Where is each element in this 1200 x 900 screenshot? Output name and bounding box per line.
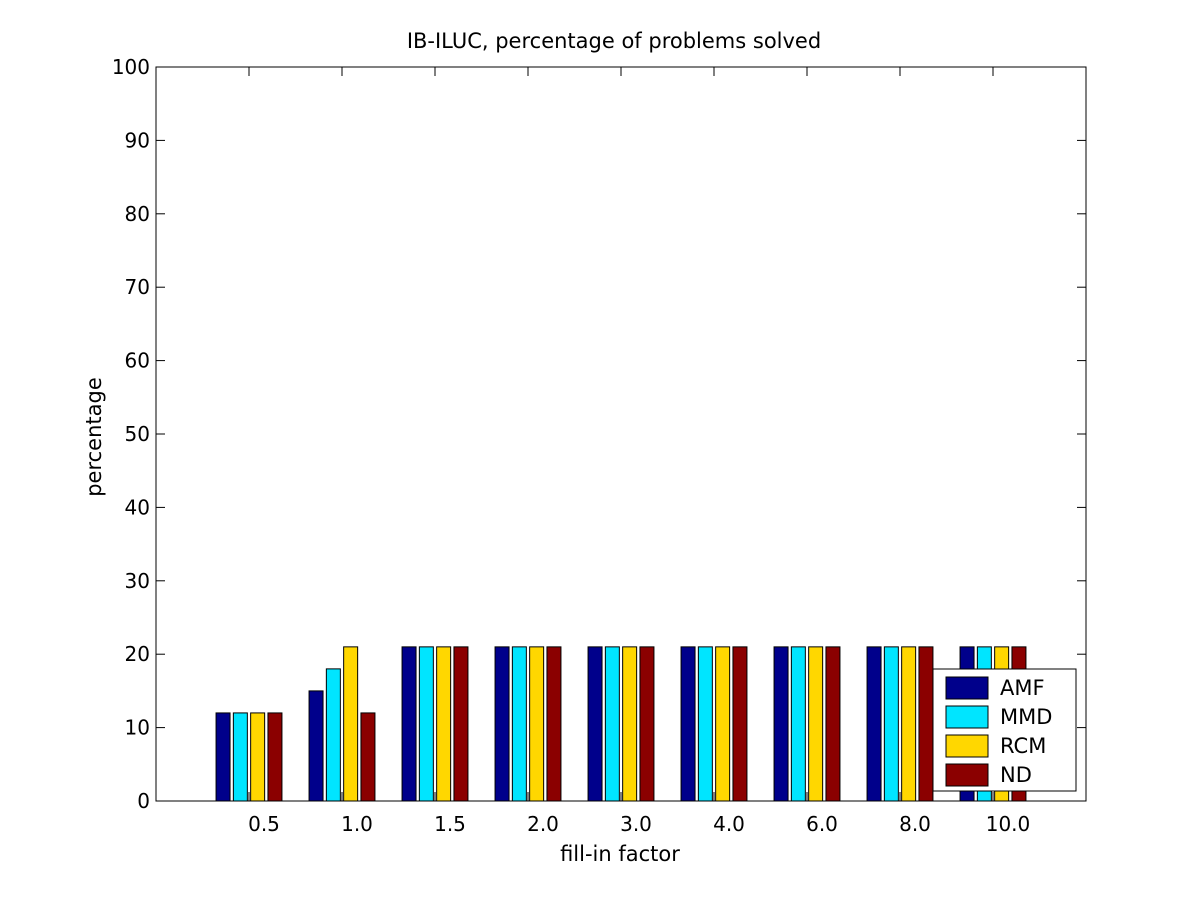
bar-mmd: [790, 646, 806, 802]
bar-rcm: [808, 646, 824, 802]
x-tick-label: 3.0: [620, 812, 652, 836]
bar-nd: [732, 646, 748, 802]
y-tick-label: 0: [137, 789, 150, 813]
x-tick-label: 10.0: [986, 812, 1031, 836]
legend-swatch-mmd: [945, 705, 989, 729]
bar-amf: [401, 646, 417, 802]
bar-rcm: [343, 646, 359, 802]
legend-label-rcm: RCM: [1000, 734, 1046, 758]
x-tick-label: 1.0: [341, 812, 373, 836]
y-tick-label: 30: [125, 569, 150, 593]
bar-nd: [360, 712, 376, 802]
bar-rcm: [622, 646, 638, 802]
bar-rcm: [436, 646, 452, 802]
bar-nd: [825, 646, 841, 802]
bar-mmd: [883, 646, 899, 802]
bar-rcm: [250, 712, 266, 802]
y-tick-label: 40: [125, 495, 150, 519]
x-axis-label: fill-in factor: [560, 842, 680, 866]
y-tick-label: 90: [125, 128, 150, 152]
legend-swatch-nd: [945, 763, 989, 787]
bar-mmd: [511, 646, 527, 802]
x-tick-label: 4.0: [713, 812, 745, 836]
bar-amf: [587, 646, 603, 802]
bar-nd: [453, 646, 469, 802]
y-tick-label: 70: [125, 275, 150, 299]
chart-title: IB-ILUC, percentage of problems solved: [407, 29, 821, 53]
bar-rcm: [529, 646, 545, 802]
bar-mmd: [418, 646, 434, 802]
y-tick-label: 50: [125, 422, 150, 446]
bar-amf: [215, 712, 231, 802]
bar-nd: [639, 646, 655, 802]
bar-amf: [680, 646, 696, 802]
bar-mmd: [697, 646, 713, 802]
bar-amf: [494, 646, 510, 802]
bar-nd: [267, 712, 283, 802]
x-tick-label: 2.0: [527, 812, 559, 836]
bar-amf: [773, 646, 789, 802]
y-tick-label: 60: [125, 349, 150, 373]
x-tick-label: 8.0: [899, 812, 931, 836]
bar-amf: [866, 646, 882, 802]
bar-mmd: [325, 668, 341, 802]
y-tick-label: 20: [125, 642, 150, 666]
y-tick-label: 100: [112, 55, 150, 79]
bar-nd: [546, 646, 562, 802]
bar-mmd: [232, 712, 248, 802]
bar-nd: [918, 646, 934, 802]
x-tick-label: 6.0: [806, 812, 838, 836]
y-tick-label: 10: [125, 716, 150, 740]
bar-rcm: [901, 646, 917, 802]
bar-amf: [308, 690, 324, 802]
y-tick-label: 80: [125, 202, 150, 226]
legend-label-mmd: MMD: [1000, 705, 1052, 729]
legend: AMF MMD RCM ND: [932, 668, 1077, 792]
y-axis-label: percentage: [82, 377, 106, 497]
legend-swatch-amf: [945, 676, 989, 700]
x-tick-label: 1.5: [434, 812, 466, 836]
x-tick-label: 0.5: [248, 812, 280, 836]
legend-label-amf: AMF: [1000, 676, 1045, 700]
legend-swatch-rcm: [945, 734, 989, 758]
legend-label-nd: ND: [1000, 763, 1032, 787]
bar-mmd: [604, 646, 620, 802]
bar-rcm: [715, 646, 731, 802]
